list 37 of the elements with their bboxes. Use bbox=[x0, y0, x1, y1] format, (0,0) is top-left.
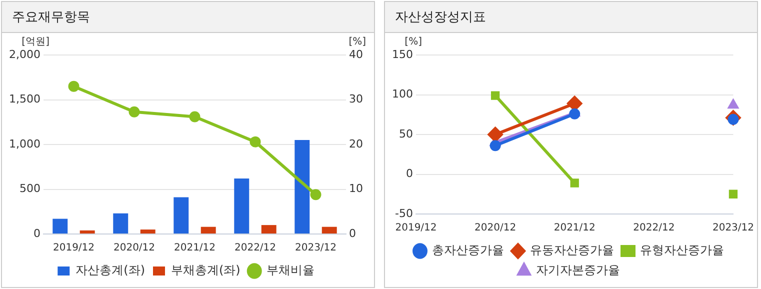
legend-label: 부채총계(좌) bbox=[171, 263, 240, 278]
chart-title: 주요재무항목 bbox=[2, 2, 374, 33]
y-tick-label: 0 bbox=[406, 167, 413, 180]
x-tick-label: 2021/12 bbox=[174, 242, 216, 254]
y-tick-label: 150 bbox=[392, 48, 413, 61]
y-tick-label: 100 bbox=[392, 88, 413, 101]
y2-tick-label: 20 bbox=[349, 137, 364, 150]
y2-tick-label: 30 bbox=[349, 92, 364, 106]
y-axis-title: [%] bbox=[404, 36, 422, 48]
x-tick-label: 2022/12 bbox=[633, 222, 675, 234]
y-tick-label: 1,000 bbox=[8, 137, 40, 150]
x-tick-label: 2020/12 bbox=[113, 242, 156, 254]
legend-label: 유형자산증가율 bbox=[640, 243, 724, 258]
y2-axis-title: [%] bbox=[348, 36, 366, 48]
y-tick-label: -50 bbox=[395, 206, 413, 220]
x-tick-label: 2023/12 bbox=[712, 222, 754, 234]
legend-label: 자산총계(좌) bbox=[76, 263, 146, 278]
y-tick-label: 2,000 bbox=[8, 48, 40, 61]
x-tick-label: 2021/12 bbox=[554, 222, 596, 234]
y2-tick-label: 40 bbox=[349, 48, 364, 61]
y-axis-title: [억원] bbox=[22, 36, 50, 48]
y2-tick-label: 10 bbox=[349, 182, 364, 196]
y-tick-label: 1,500 bbox=[8, 92, 40, 106]
x-tick-label: 2019/12 bbox=[395, 222, 437, 234]
legend-label: 자기자본증가율 bbox=[536, 263, 620, 278]
x-tick-label: 2020/12 bbox=[474, 222, 516, 234]
x-tick-label: 2019/12 bbox=[52, 242, 95, 254]
legend-label: 유동자산증가율 bbox=[530, 243, 614, 258]
y-tick-label: 0 bbox=[33, 226, 40, 240]
x-tick-label: 2023/12 bbox=[294, 242, 337, 254]
chart-title: 자산성장성지표 bbox=[385, 2, 757, 33]
legend-label: 부채비율 bbox=[266, 263, 314, 278]
x-tick-label: 2022/12 bbox=[234, 242, 276, 254]
y-tick-label: 500 bbox=[19, 182, 40, 196]
y2-tick-label: 0 bbox=[349, 226, 356, 240]
y-tick-label: 50 bbox=[398, 127, 413, 140]
legend-label: 총자산증가율 bbox=[432, 243, 504, 258]
